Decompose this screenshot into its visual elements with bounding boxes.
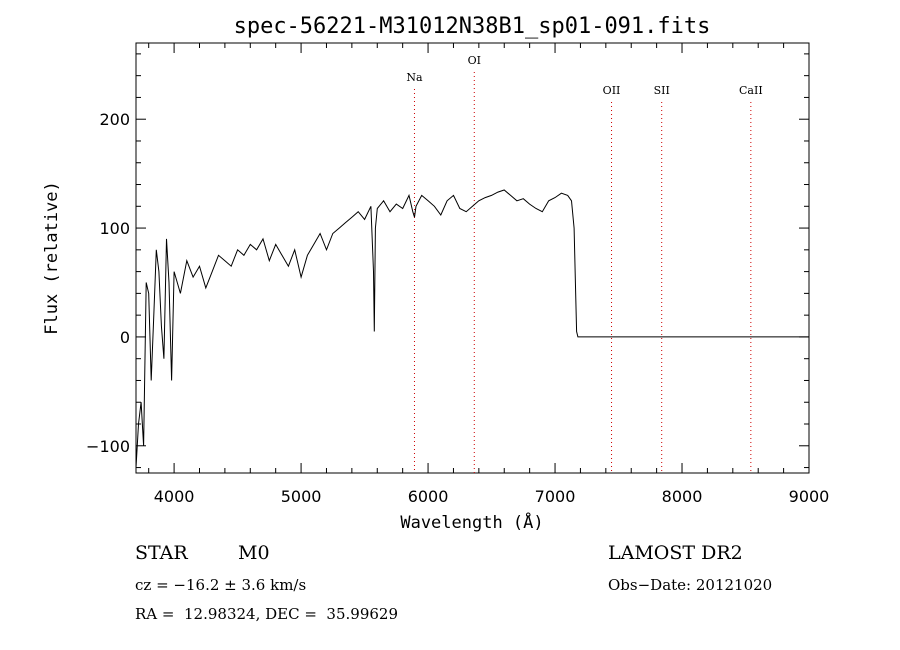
sky-coordinates: RA = 12.98324, DEC = 35.99629 — [135, 605, 399, 623]
x-tick-label: 6000 — [408, 487, 449, 506]
x-axis-label: Wavelength (Å) — [400, 511, 543, 533]
spectral-line-label: Na — [406, 71, 423, 84]
x-tick-label: 5000 — [281, 487, 322, 506]
spectral-line-label: SII — [654, 84, 670, 97]
y-tick-label: 200 — [99, 110, 130, 129]
x-tick-label: 8000 — [662, 487, 703, 506]
spectral-line-label: OI — [468, 54, 481, 67]
plot-frame — [135, 42, 810, 474]
x-tick-label: 9000 — [789, 487, 830, 506]
spectral-line-markers: Na OI OII SII CaII — [406, 54, 763, 473]
y-tick-label: 0 — [120, 328, 130, 347]
y-axis-label: Flux (relative) — [42, 181, 62, 335]
spectrum-series-line — [135, 189, 809, 468]
observation-date: Obs−Date: 20121020 — [608, 576, 773, 594]
x-tick-label: 7000 — [535, 487, 576, 506]
y-tick-label: 100 — [99, 219, 130, 238]
survey-name: LAMOST DR2 — [608, 542, 743, 564]
x-tick-label: 4000 — [154, 487, 195, 506]
axis-ticks: 4000 5000 6000 7000 8000 9000 −100 0 100 200 — [86, 43, 829, 506]
object-type: STAR — [135, 542, 188, 564]
chart-title: spec-56221-M31012N38B1_sp01-091.fits — [234, 14, 711, 39]
y-tick-label: −100 — [86, 437, 130, 456]
spectral-subclass: M0 — [238, 542, 270, 564]
spectral-line-label: CaII — [739, 84, 763, 97]
spectral-line-label: OII — [603, 84, 621, 97]
redshift-value: cz = −16.2 ± 3.6 km/s — [135, 576, 307, 594]
